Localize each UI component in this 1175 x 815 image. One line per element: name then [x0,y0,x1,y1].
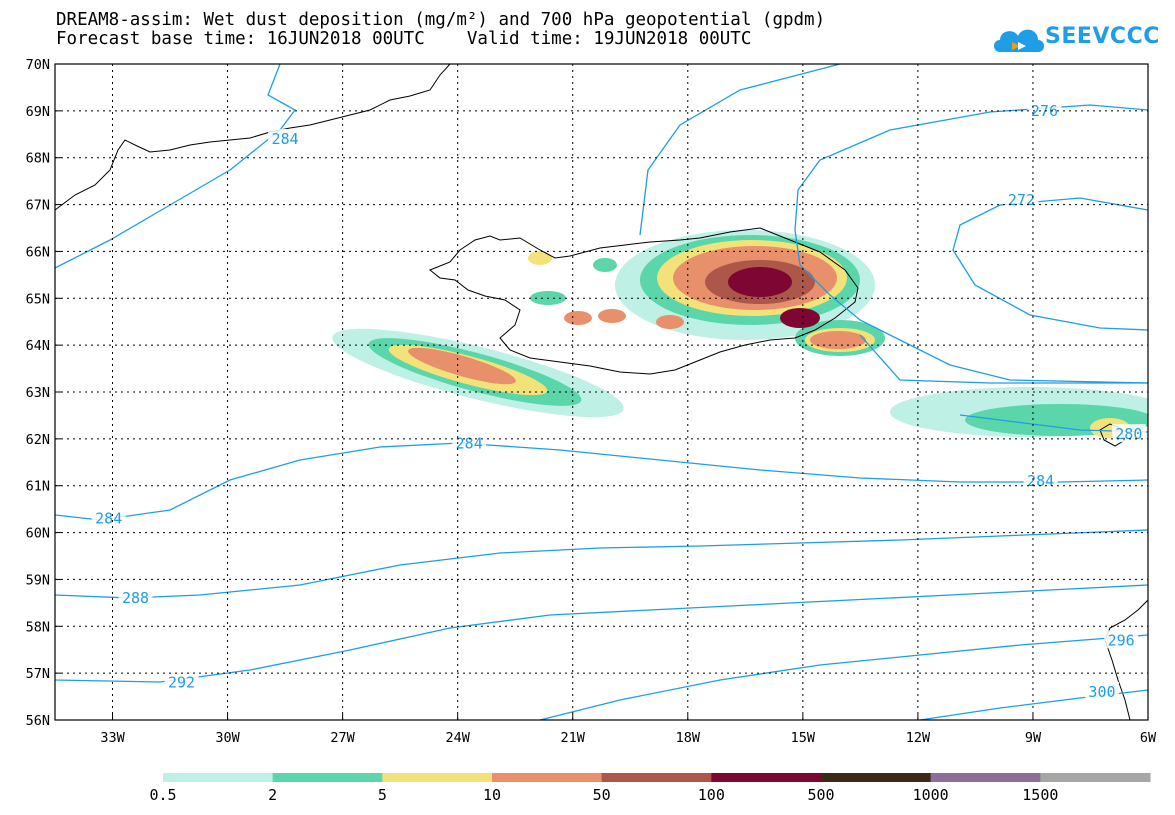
cloud-icon [994,29,1044,52]
legend-label: 2 [268,786,277,804]
map-title: DREAM8-assim: Wet dust deposition (mg/m²… [56,10,826,30]
gridlines [55,64,1148,720]
longitude-axis: 33W 30W 27W 24W 21W 18W 15W 12W 9W 6W [100,714,1157,746]
contour-label: 292 [168,674,195,692]
legend-swatch [163,773,274,782]
lat-tick-label: 62N [26,432,50,448]
legend-label: 1000 [913,786,949,804]
seevccc-logo: SEEVCCC [990,20,1160,58]
lon-tick-label: 33W [100,730,125,746]
lat-tick-label: 58N [26,619,50,635]
contour-label-background [164,672,199,691]
contour-label-background [268,128,303,147]
contour-label-background [1084,681,1119,700]
contour-label: 280 [1115,425,1142,443]
legend-label: 0.5 [149,786,176,804]
contour-label-background [118,588,153,607]
lat-tick-label: 66N [26,244,50,260]
legend-label: 50 [593,786,611,804]
contour-label: 288 [122,589,149,607]
legend-swatch [382,773,493,782]
contour-label-background [452,433,487,452]
legend-swatch [272,773,383,782]
dust-plume-southwest [332,328,624,418]
contour-label-background [1004,189,1039,208]
color-legend: 0.5 2 5 10 50 100 500 1000 1500 [149,773,1151,804]
contour-label: 284 [1027,472,1054,490]
contour-label: 276 [1031,102,1058,120]
lat-tick-label: 68N [26,151,50,167]
lat-tick-label: 60N [26,526,50,542]
lat-tick-label: 57N [26,666,50,682]
legend-swatch [821,773,932,782]
lon-tick-label: 24W [445,730,470,746]
lon-tick-label: 27W [330,730,355,746]
lon-tick-label: 12W [906,730,931,746]
latitude-axis: 70N 69N 68N 67N 66N 65N 64N 63N 62N 61N 60N 59N 58N 5… [26,57,61,729]
dust-deposition-layer: 284 276 272 284 284 284 288 292 296 300 280 [55,64,1148,720]
contour-label: 300 [1088,683,1115,701]
contour-label-background [91,508,126,527]
lat-tick-label: 64N [26,338,50,354]
contour-label: 284 [456,435,483,453]
legend-label: 1500 [1022,786,1058,804]
legend-swatch [601,773,712,782]
legend-label: 500 [807,786,834,804]
contour-label-background [1111,424,1146,443]
lat-tick-label: 59N [26,572,50,588]
lon-tick-label: 9W [1025,730,1042,746]
lon-tick-label: 15W [791,730,816,746]
lat-tick-label: 56N [26,713,50,729]
lat-tick-label: 65N [26,291,50,307]
contour-label-background [1027,100,1062,119]
lat-tick-label: 63N [26,385,50,401]
contour-label-background [1023,471,1058,490]
contour-label: 284 [272,130,299,148]
contour-label: 296 [1108,631,1135,649]
lon-tick-label: 18W [676,730,701,746]
lon-tick-label: 21W [561,730,586,746]
lon-tick-label: 6W [1140,730,1157,746]
lon-tick-label: 30W [215,730,240,746]
lat-tick-label: 69N [26,104,50,120]
contour-labels: 284 276 272 284 284 284 288 292 296 300 280 [91,100,1146,701]
greenland-coastline [55,64,451,211]
logo-text: SEEVCCC [1045,24,1160,49]
lat-tick-label: 61N [26,479,50,495]
map-subtitle: Forecast base time: 16JUN2018 00UTC Vali… [56,29,752,49]
contour-label-background [1104,630,1139,649]
lat-tick-label: 70N [26,57,50,73]
legend-label: 5 [378,786,387,804]
contour-label: 284 [95,510,122,528]
legend-swatch [1040,773,1151,782]
legend-swatch [930,773,1041,782]
legend-swatch [492,773,603,782]
legend-swatch [711,773,822,782]
lat-tick-label: 67N [26,198,50,214]
legend-label: 100 [698,786,725,804]
contour-label: 272 [1008,191,1035,209]
legend-label: 10 [483,786,501,804]
iceland-coastline [429,227,859,375]
